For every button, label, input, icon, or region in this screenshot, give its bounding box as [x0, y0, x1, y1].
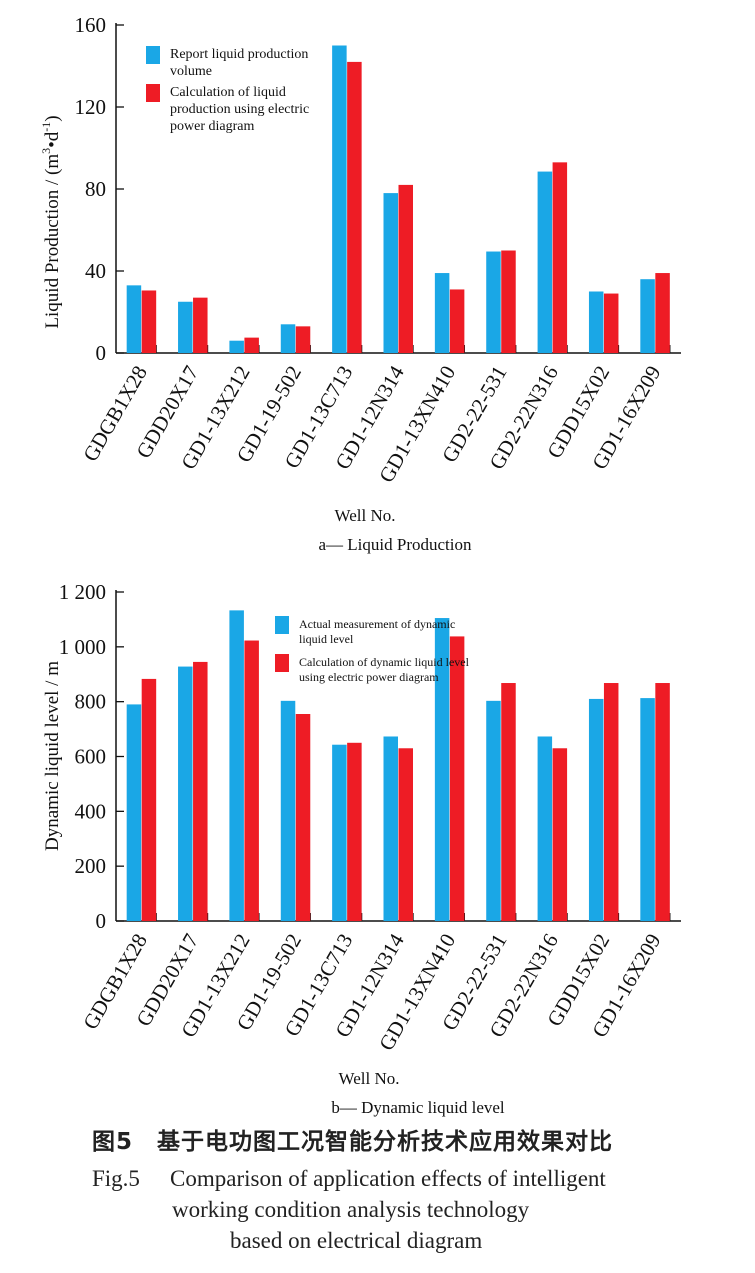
bar-series-2 [193, 661, 208, 921]
bar-series-2 [141, 290, 157, 353]
y-tick-label: 400 [75, 799, 107, 823]
bar-series-1 [537, 736, 553, 921]
y-axis-title: Liquid Production / (m3•d-1) [39, 115, 63, 328]
chart-subcaption: a— Liquid Production [319, 535, 472, 554]
y-tick-label: 80 [85, 177, 106, 201]
y-tick-label: 1 000 [59, 635, 106, 659]
bar-series-2 [655, 683, 670, 921]
legend-swatch-series-1 [275, 616, 289, 634]
figure-caption-line-3: based on electrical diagram [230, 1228, 483, 1253]
bar-series-1 [229, 340, 244, 353]
y-axis-title: Dynamic liquid level / m [42, 661, 63, 851]
bar-series-1 [332, 744, 347, 921]
y-tick-label: 200 [75, 854, 107, 878]
figure-caption-label: Fig.5 [92, 1166, 140, 1191]
bar-series-1 [588, 291, 604, 353]
bar-series-1 [126, 704, 142, 921]
y-tick-label: 120 [75, 95, 107, 119]
bar-series-1 [588, 698, 604, 921]
x-axis-title: Well No. [339, 1069, 400, 1088]
bar-series-2 [449, 289, 465, 353]
chart-subcaption: b— Dynamic liquid level [331, 1098, 505, 1117]
legend-label-series-2: Calculation of dynamic liquid level using… [299, 655, 470, 684]
bar-series-2 [655, 273, 670, 353]
figure-caption-english: Fig.5 Comparison of application effects o… [92, 1163, 692, 1256]
chart-a-liquid-production: 04080120160GDGB1X28GDD20X17GD1-13X212GD1… [39, 13, 681, 554]
y-tick-label: 0 [96, 909, 107, 933]
bar-series-1 [280, 324, 296, 353]
bar-series-2 [398, 748, 413, 921]
bar-series-2 [347, 61, 362, 354]
bar-series-1 [640, 698, 655, 921]
bar-series-2 [295, 714, 311, 921]
y-tick-label: 40 [85, 259, 106, 283]
bar-series-1 [229, 610, 244, 921]
bar-series-1 [383, 193, 398, 353]
bar-series-1 [434, 273, 450, 353]
bar-series-1 [126, 285, 142, 353]
bar-series-1 [178, 301, 193, 353]
x-axis-title: Well No. [335, 506, 396, 525]
y-tick-label: 1 200 [59, 580, 106, 604]
bar-series-1 [434, 618, 450, 921]
bar-series-1 [537, 171, 553, 353]
bar-series-1 [332, 45, 347, 353]
bar-series-2 [603, 293, 619, 353]
bar-series-2 [501, 683, 516, 921]
legend-swatch-series-1 [146, 46, 160, 64]
legend-label-series-1: Report liquid production volume [170, 47, 308, 79]
bar-series-2 [552, 162, 568, 353]
bar-series-1 [486, 251, 501, 353]
bar-series-1 [640, 279, 655, 353]
y-tick-label: 800 [75, 690, 107, 714]
y-tick-label: 0 [96, 341, 107, 365]
bar-series-2 [398, 184, 413, 353]
bar-series-2 [552, 748, 568, 921]
bar-series-1 [486, 700, 501, 921]
bar-series-1 [383, 736, 398, 921]
bar-series-1 [178, 666, 193, 921]
legend-label-series-1: Actual measurement of dynamic liquid leve… [299, 617, 455, 646]
legend-swatch-series-2 [275, 654, 289, 672]
figure-caption-chinese: 图5 基于电功图工况智能分析技术应用效果对比 [92, 1129, 614, 1155]
bar-series-2 [244, 337, 259, 353]
bar-series-2 [501, 250, 516, 353]
bar-series-2 [603, 683, 619, 921]
y-tick-label: 600 [75, 745, 107, 769]
legend-label-series-2: Calculation of liquid production using el… [170, 85, 309, 134]
figure-caption-line-2: working condition analysis technology [172, 1197, 530, 1222]
bar-series-1 [280, 700, 296, 921]
y-tick-label: 160 [75, 13, 107, 37]
bar-series-2 [295, 326, 311, 353]
figure-caption-line-1: Comparison of application effects of int… [170, 1166, 606, 1191]
bar-series-2 [449, 636, 465, 921]
bar-series-2 [347, 742, 362, 921]
bar-series-2 [141, 678, 157, 921]
bar-series-2 [244, 640, 259, 921]
legend-swatch-series-2 [146, 84, 160, 102]
bar-series-2 [193, 297, 208, 353]
